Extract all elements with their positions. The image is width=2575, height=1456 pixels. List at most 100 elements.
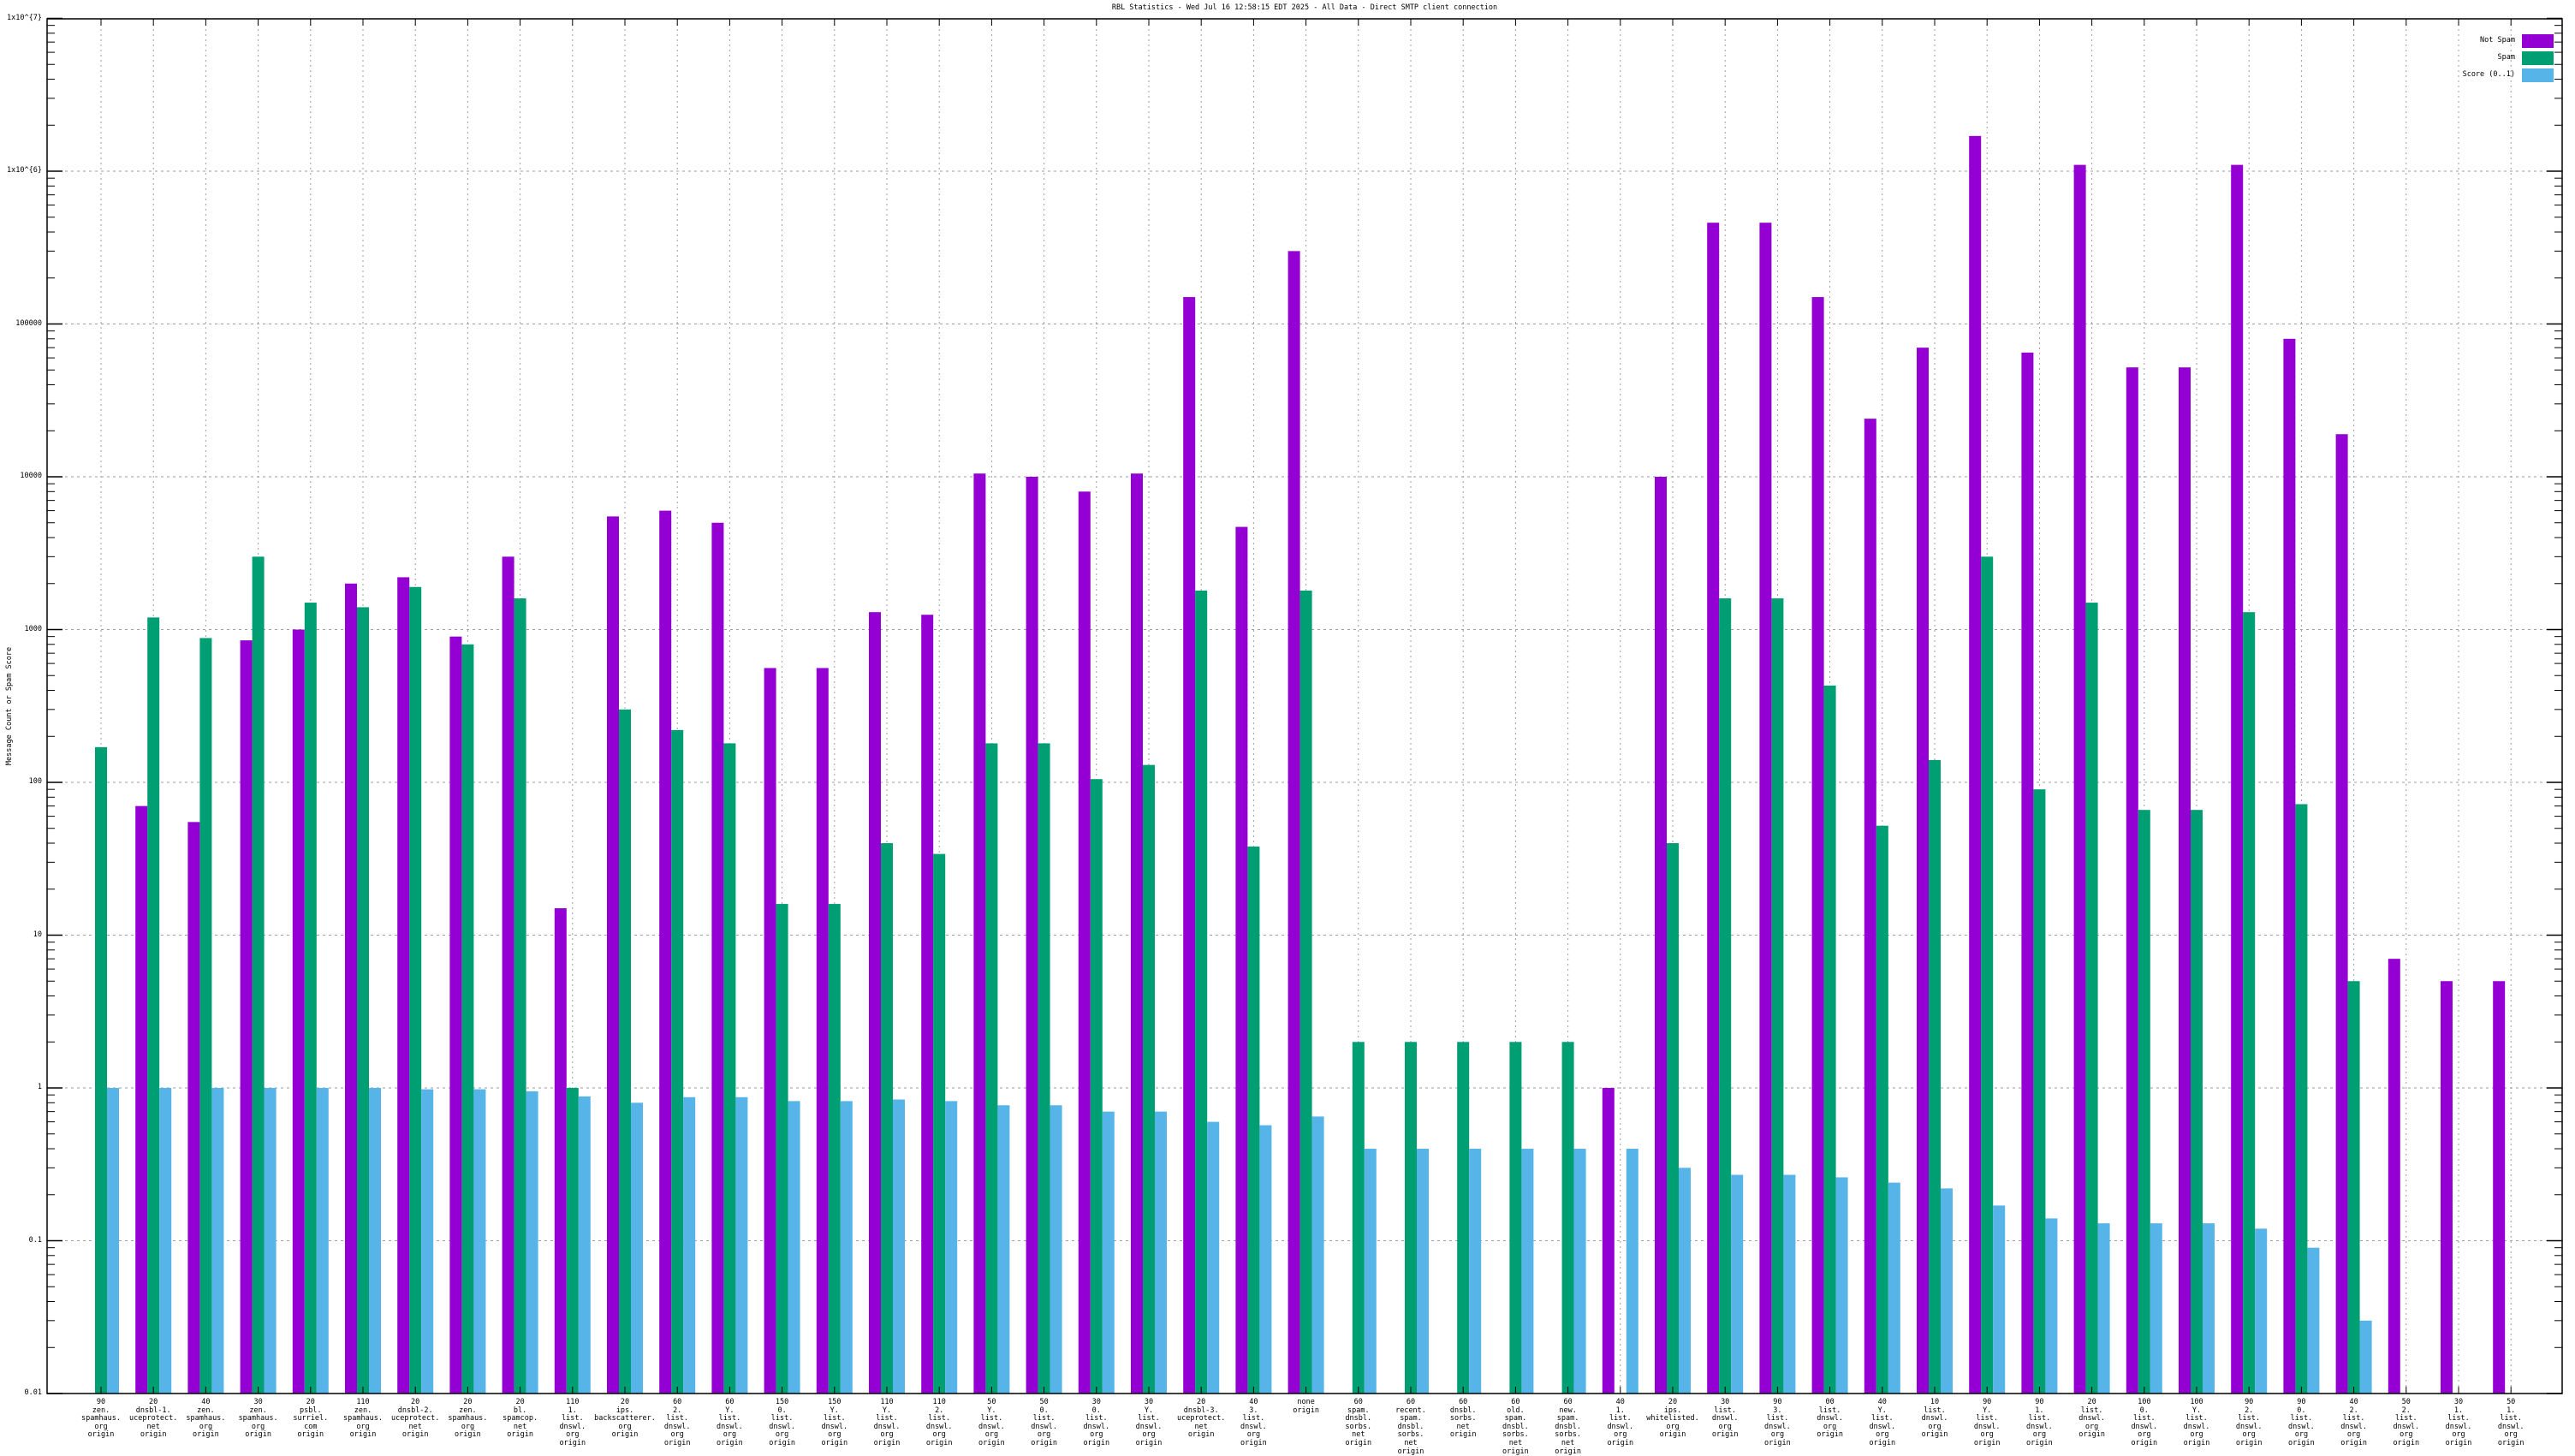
bar-not-spam [2441,981,2453,1394]
bar-score-0-1- [1731,1174,1744,1394]
bar-not-spam [973,473,986,1394]
x-category-label: 30 zen. spamhaus. org origin [238,1398,278,1440]
y-tick-label: 10 [33,930,42,939]
bar-score-0-1- [107,1088,119,1394]
bar-not-spam [292,629,305,1394]
bar-not-spam [502,556,514,1394]
y-tick-label: 1000 [24,624,42,633]
x-category-label: 00 list. dnswl. org origin [1817,1398,1843,1440]
x-category-label: 110 2. list. dnswl. org origin [925,1398,953,1447]
x-category-label: 40 Y. list. dnswl. org origin [1869,1398,1896,1447]
bar-not-spam [2388,959,2400,1394]
y-tick-label: 1 [37,1083,42,1092]
bar-not-spam [240,640,253,1394]
bar-score-0-1- [631,1102,643,1394]
bar-not-spam [1811,297,1824,1394]
x-category-label: 110 1. list. dnswl. org origin [559,1398,586,1447]
bar-not-spam [1759,223,1772,1394]
x-category-label: 60 new. spam. dnsbl. sorbs. net origin [1555,1398,1581,1456]
bar-score-0-1- [1469,1149,1482,1394]
x-category-label: 90 0. list. dnswl. org origin [2288,1398,2315,1447]
bar-score-0-1- [1364,1149,1377,1394]
x-category-label: 20 list. dnswl. org origin [2078,1398,2105,1440]
bar-not-spam [2073,164,2086,1394]
bar-not-spam [1131,473,1143,1394]
bar-not-spam [816,668,829,1394]
bar-spam [881,843,893,1394]
y-tick-label: 0.1 [28,1235,42,1245]
x-category-label: 30 1. list. dnswl. org origin [2445,1398,2472,1447]
bar-not-spam [2283,338,2296,1394]
bar-spam [409,586,422,1394]
legend-label: Not Spam [2480,36,2515,45]
x-category-label: 90 zen. spamhaus. org origin [80,1398,122,1440]
bar-not-spam [921,615,934,1394]
bar-spam [2191,810,2203,1394]
x-category-label: 50 1. list. dnswl. org origin [2497,1398,2524,1447]
x-category-label: 20 bl. spamcop. net origin [503,1398,538,1440]
x-category-label: 40 3. list. dnswl. org origin [1240,1398,1267,1447]
bar-spam [2243,612,2256,1394]
x-category-label: 40 zen. spamhaus. org origin [186,1398,226,1440]
bar-spam [1929,759,1941,1394]
bar-spam [147,617,160,1394]
x-category-label: 20 ips. whitelisted. org origin [1646,1398,1699,1440]
bar-not-spam [1655,477,1667,1394]
x-category-label: 60 spam. dnsbl. sorbs. net origin [1345,1398,1372,1447]
bar-score-0-1- [2045,1218,2058,1394]
legend-swatch-score-0-1- [2522,68,2554,82]
bar-spam [933,853,946,1394]
bar-spam [357,607,369,1394]
bar-spam [1719,598,1732,1394]
bar-score-0-1- [1417,1149,1429,1394]
bar-score-0-1- [788,1101,800,1394]
legend-label: Score (0..1) [2462,70,2515,80]
x-category-label: 110 zen. spamhaus. org origin [342,1398,384,1440]
y-tick-label: 100 [28,777,42,787]
bar-score-0-1- [1102,1111,1115,1394]
bar-spam [1299,590,1312,1394]
x-category-label: 60 dnsbl. sorbs. net origin [1449,1398,1477,1440]
bar-score-0-1- [2359,1320,2372,1394]
x-category-label: 110 Y. list. dnswl. org origin [873,1398,901,1447]
bar-spam [1981,556,1994,1394]
bar-not-spam [449,636,462,1394]
y-tick-label: 100000 [15,318,42,328]
x-category-label: 50 2. list. dnswl. org origin [2393,1398,2420,1447]
bar-score-0-1- [1155,1111,1167,1394]
bar-spam [1352,1042,1365,1394]
bar-spam [671,729,684,1394]
bar-score-0-1- [1573,1149,1586,1394]
x-category-label: 30 0. list. dnswl. org origin [1083,1398,1110,1447]
bar-spam [1038,743,1050,1394]
x-category-label: 90 3. list. dnswl. org origin [1764,1398,1791,1447]
x-category-label: 150 0. list. dnswl. org origin [769,1398,795,1447]
bar-not-spam [1917,348,1929,1394]
x-category-label: 30 list. dnswl. org origin [1711,1398,1739,1440]
x-category-label: 20 zen. spamhaus. org origin [448,1398,488,1440]
x-category-label: 40 1. list. dnswl. org origin [1607,1398,1634,1447]
bar-score-0-1- [1259,1125,1272,1394]
x-category-label: 100 0. list. dnswl. org origin [2131,1398,2158,1447]
bar-not-spam [711,522,724,1394]
x-category-label: 60 2. list. dnswl. org origin [663,1398,691,1447]
bar-score-0-1- [1941,1188,1953,1394]
bar-not-spam [764,668,776,1394]
bar-spam [619,709,631,1394]
bar-not-spam [2335,434,2348,1394]
x-category-label: 90 1. list. dnswl. org origin [2026,1398,2053,1447]
x-category-label: 30 Y. list. dnswl. org origin [1135,1398,1163,1447]
bar-score-0-1- [578,1096,591,1394]
bar-score-0-1- [683,1096,696,1394]
x-category-label: 50 0. list. dnswl. org origin [1031,1398,1057,1447]
bar-spam [1667,843,1679,1394]
bar-not-spam [2179,367,2191,1394]
bar-score-0-1- [1521,1149,1534,1394]
bar-score-0-1- [526,1091,538,1394]
legend-swatch-spam [2522,51,2554,65]
bar-score-0-1- [1626,1149,1638,1394]
bar-spam [1405,1042,1417,1394]
bar-score-0-1- [316,1088,329,1394]
y-tick-label: 10000 [20,472,42,481]
